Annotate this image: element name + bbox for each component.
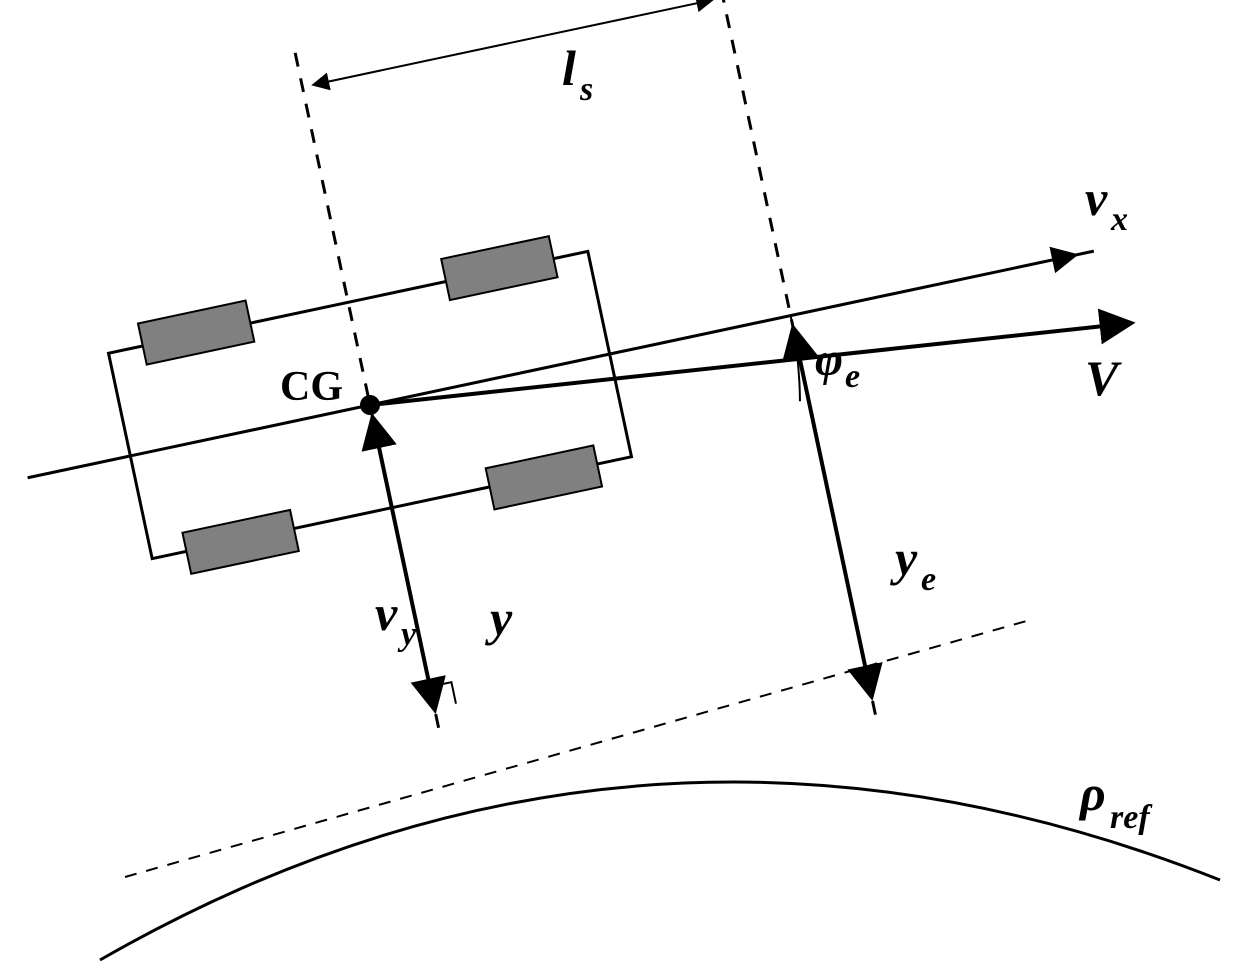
- road-curve: [100, 782, 1220, 960]
- cg-point: [358, 393, 382, 417]
- label-ye: y: [890, 530, 918, 586]
- labels-group: lsvxVφeCGvyyyeρref: [280, 40, 1153, 836]
- vehicle-group: [0, 0, 1199, 879]
- label-CG: CG: [280, 364, 343, 410]
- label-vy-sub: y: [397, 616, 417, 653]
- vehicle-kinematics-diagram: lsvxVφeCGvyyyeρref: [0, 0, 1240, 973]
- label-ls-sub: s: [579, 71, 593, 108]
- road-tangent: [125, 620, 1030, 877]
- label-rho-sub: ref: [1110, 799, 1153, 836]
- label-vx-sub: x: [1110, 201, 1128, 238]
- ls-dimension-arrow: [314, 0, 711, 84]
- y-distance-arrow: [373, 419, 435, 709]
- label-V: V: [1085, 350, 1122, 406]
- label-phi_e-sub: e: [845, 358, 860, 395]
- label-vy: v: [375, 585, 398, 641]
- wheel-front-right: [441, 236, 557, 300]
- wheel-front-left: [138, 301, 254, 365]
- label-vx: v: [1085, 170, 1108, 226]
- label-rho: ρ: [1078, 765, 1106, 821]
- label-y: y: [485, 590, 513, 646]
- label-ye-sub: e: [921, 561, 936, 598]
- wheel-rear-left: [182, 510, 298, 574]
- wheel-rear-right: [486, 445, 602, 509]
- label-phi_e: φ: [815, 333, 843, 386]
- label-ls: l: [562, 40, 576, 96]
- vx-axis: [28, 251, 1094, 478]
